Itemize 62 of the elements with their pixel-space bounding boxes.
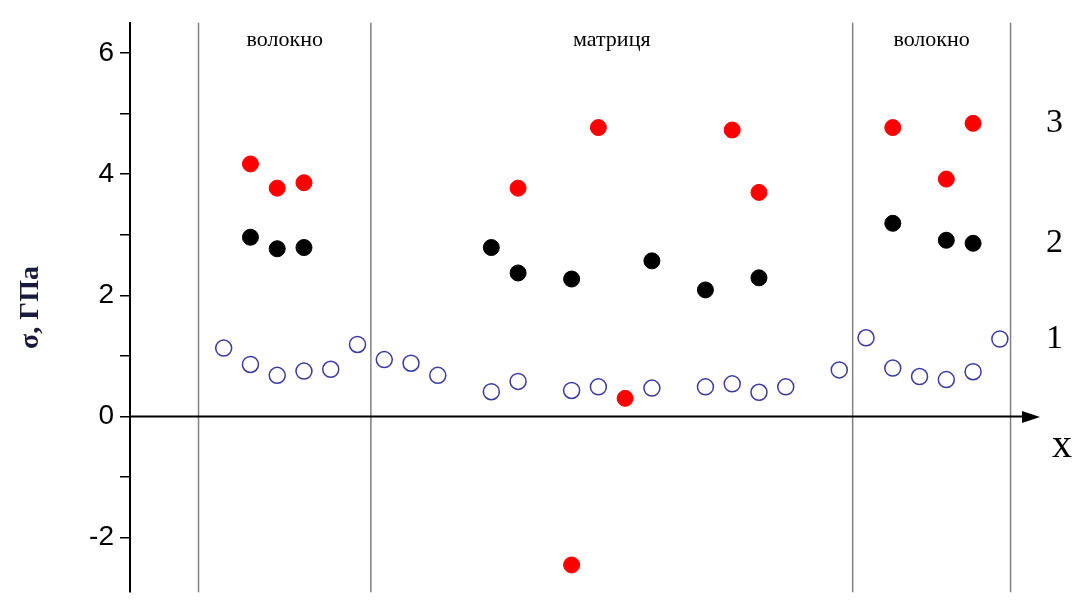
point (295, 174, 313, 192)
point (509, 179, 527, 197)
point (375, 350, 394, 369)
point (964, 362, 982, 381)
point (696, 378, 715, 396)
point (616, 389, 634, 407)
point (214, 339, 233, 357)
point (563, 556, 581, 574)
series-label: 3 (1046, 102, 1063, 140)
point (696, 281, 714, 299)
series-label: 2 (1046, 222, 1063, 260)
x-axis-title: x (1052, 421, 1072, 467)
annotation: волокно (893, 25, 970, 51)
point (563, 270, 581, 288)
point (295, 362, 313, 380)
point (776, 378, 795, 396)
point (937, 231, 955, 249)
point (723, 121, 741, 139)
point (884, 214, 902, 232)
point (857, 329, 875, 347)
point (643, 252, 661, 270)
point (482, 382, 501, 401)
point (429, 366, 447, 385)
point (321, 360, 340, 379)
point (241, 155, 259, 173)
y-tick-label: -2 (89, 520, 114, 552)
point (241, 355, 260, 374)
annotation: матриця (573, 25, 651, 51)
point (937, 370, 956, 389)
annotation: волокно (246, 25, 323, 51)
y-tick-label: 6 (98, 35, 114, 67)
point (268, 240, 286, 258)
point (937, 170, 955, 188)
point (723, 375, 741, 393)
point (750, 269, 768, 287)
y-tick-label: 0 (98, 399, 114, 431)
point (750, 383, 768, 402)
point (268, 366, 286, 385)
point (830, 361, 849, 379)
point (348, 335, 367, 354)
point (991, 330, 1009, 348)
point (589, 119, 607, 137)
y-tick-label: 4 (98, 156, 114, 188)
point (268, 179, 286, 197)
series-label: 1 (1046, 317, 1063, 355)
point (910, 367, 929, 386)
y-tick-label: 2 (98, 278, 114, 310)
point (402, 354, 420, 372)
point (884, 119, 902, 137)
point (509, 264, 527, 282)
point (884, 359, 902, 377)
point (241, 228, 259, 246)
point (482, 239, 500, 257)
point (562, 381, 581, 400)
point (295, 239, 313, 257)
y-axis-title: σ, ГПа (13, 266, 45, 349)
point (964, 234, 982, 252)
point (509, 372, 527, 391)
point (750, 183, 768, 201)
point (643, 379, 661, 397)
point (589, 378, 608, 396)
point (964, 114, 982, 132)
